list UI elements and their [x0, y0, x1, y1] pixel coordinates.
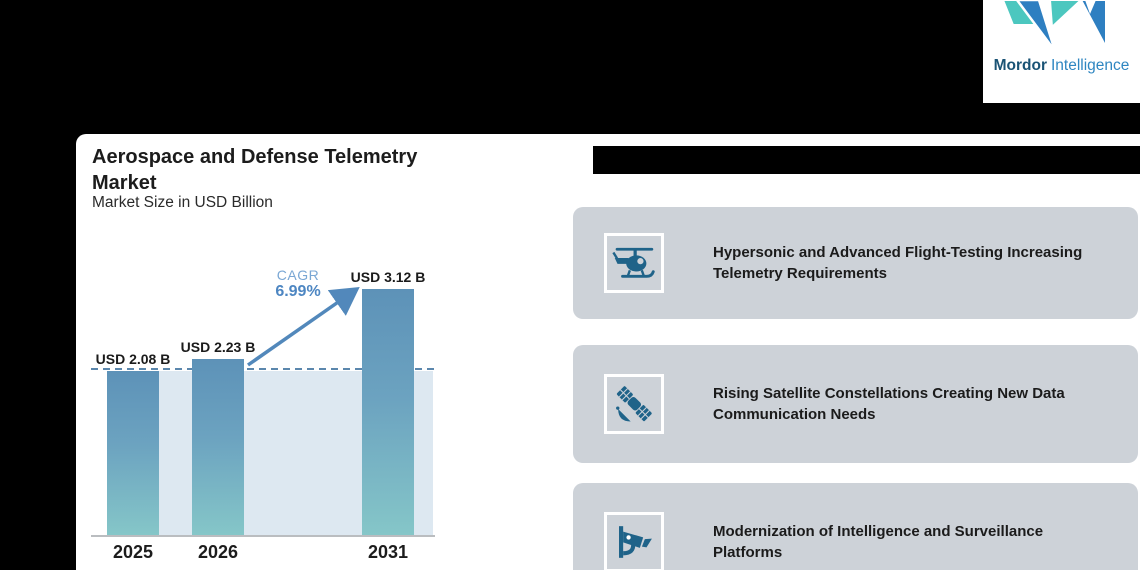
chart-title: Aerospace and Defense Telemetry Market	[92, 146, 418, 194]
brand-wordmark: Mordor Intelligence	[983, 57, 1140, 75]
brand-name-regular: Intelligence	[1050, 57, 1130, 74]
key-point-line: Platforms	[713, 544, 783, 561]
cagr-annotation: CAGR 6.99%	[256, 267, 340, 301]
bar-value-label: USD 3.12 B	[350, 269, 426, 285]
bar-value-label: USD 2.08 B	[95, 351, 171, 367]
axis-tick-2031: 2031	[367, 542, 409, 562]
cagr-value: 6.99%	[275, 283, 321, 300]
baseline-dashed-line	[91, 368, 435, 370]
key-point-card-satellite: Rising Satellite Constellations Creating…	[573, 345, 1138, 463]
cctv-camera-icon	[619, 526, 652, 558]
brand-logo: Mordor Intelligence	[983, 0, 1140, 103]
bar-2031	[362, 289, 414, 535]
key-point-line: Communication Needs	[713, 406, 876, 423]
icon-box	[604, 512, 664, 570]
bar-chart: USD 2.08 B 2025 USD 2.23 B 2026 USD 3.12…	[76, 134, 546, 570]
chart-subtitle: Market Size in USD Billion	[92, 194, 273, 211]
key-point-text: Hypersonic and Advanced Flight-Testing I…	[713, 242, 1082, 284]
key-point-line: Hypersonic and Advanced Flight-Testing I…	[713, 244, 1083, 261]
content-panel: Aerospace and Defense Telemetry Market M…	[76, 134, 1140, 570]
redacted-header-bar	[593, 146, 1140, 174]
bar-2025	[107, 371, 159, 535]
key-point-line: Rising Satellite Constellations Creating…	[713, 385, 1065, 402]
axis-tick-2025: 2025	[112, 542, 154, 562]
key-point-text: Modernization of Intelligence and Survei…	[713, 521, 1043, 563]
key-point-text: Rising Satellite Constellations Creating…	[713, 383, 1065, 425]
axis-tick-2026: 2026	[197, 542, 239, 562]
icon-box	[604, 233, 664, 293]
satellite-icon	[616, 386, 652, 422]
growth-arrow-icon	[246, 286, 360, 367]
key-point-line: Modernization of Intelligence and Survei…	[713, 523, 1044, 540]
bar-value-label: USD 2.23 B	[180, 339, 256, 355]
bar-2026	[192, 359, 244, 535]
helicopter-icon	[612, 247, 655, 278]
key-point-card-hypersonic: Hypersonic and Advanced Flight-Testing I…	[573, 207, 1138, 319]
cagr-label: CAGR	[276, 267, 320, 283]
key-points-list: Hypersonic and Advanced Flight-Testing I…	[573, 207, 1138, 570]
x-axis-line	[91, 535, 435, 537]
key-point-line: Telemetry Requirements	[713, 265, 887, 282]
key-point-card-surveillance: Modernization of Intelligence and Survei…	[573, 483, 1138, 570]
icon-box	[604, 374, 664, 434]
mordor-logo-icon	[1001, 0, 1106, 52]
brand-name-bold: Mordor	[993, 57, 1047, 74]
